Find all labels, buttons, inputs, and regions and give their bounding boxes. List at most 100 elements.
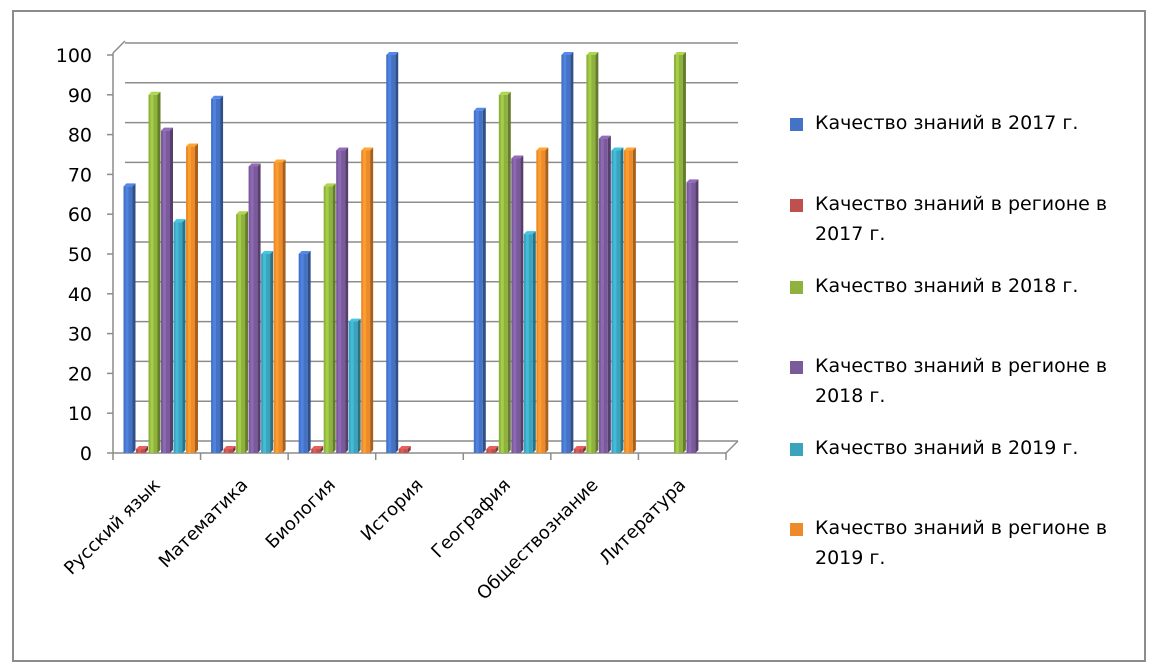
legend-item: Качество знаний в регионе в 2019 г. [790,513,1145,573]
bar-highlight [600,138,604,453]
bar [398,446,411,453]
bar-top [248,163,261,167]
bar-top [223,446,236,450]
bar-side [532,231,536,453]
bar-side [320,446,324,453]
bar-highlight [613,150,617,453]
legend-item: Качество знаний в 2019 г. [790,433,1145,463]
bar-top [261,251,274,254]
bar-side [257,163,261,453]
bar-highlight [400,449,404,453]
bar [173,219,186,453]
legend-label: Качество знаний в 2017 г. [815,112,1079,134]
bar-top [336,147,349,151]
bar-top [498,91,511,95]
x-axis-depth [725,440,739,454]
bar [136,446,149,453]
legend-label: Качество знаний в регионе в 2017 г. [815,193,1108,245]
x-category-label: Биология [262,475,340,553]
bar-top [273,159,286,163]
bar-side [307,251,311,453]
bar [223,446,236,453]
legend-swatch [790,118,803,131]
y-tick-label: 70 [68,164,92,186]
bar-top [536,147,549,151]
bar [673,52,686,453]
bar [261,251,274,453]
bar-side [395,52,399,453]
y-axis-ticks: 0 10 20 30 40 50 60 70 80 90 100 [56,45,92,465]
bar-highlight [300,254,304,453]
bar [273,159,286,453]
y-tick-label: 90 [68,85,92,107]
bar-side [145,446,149,453]
bar [323,183,336,453]
y-tick-label: 50 [68,244,92,266]
bar-side [507,91,511,454]
bar-side [370,147,374,453]
bar-highlight [500,94,504,454]
bar-highlight [338,150,342,453]
bar-side [682,52,686,453]
y-tick-label: 40 [68,284,92,306]
y-tick-label: 80 [68,125,92,147]
y-axis-top [112,40,126,54]
bar-top [236,211,249,215]
bar [561,52,574,453]
bar [486,446,499,453]
bar-top [598,135,611,139]
bar-highlight [575,449,579,453]
bar-top [586,52,599,55]
bar-side [245,211,249,453]
legend-label: Качество знаний в 2019 г. [815,437,1079,459]
bar-highlight [525,234,529,453]
bar-side [570,52,574,453]
bars [123,52,699,454]
legend-label: Качество знаний в регионе в 2019 г. [815,517,1108,569]
bar-side [282,159,286,453]
bar-top [686,179,699,183]
bar-highlight [363,150,367,453]
bar-highlight [213,98,217,453]
bar-highlight [275,162,279,453]
bar-highlight [150,94,154,454]
y-tick-label: 30 [68,324,92,346]
bar-highlight [313,449,317,453]
bar-top [148,91,161,95]
bar-top [386,52,399,55]
bar-highlight [325,186,329,453]
bar [686,179,699,454]
bar [148,91,161,454]
bar-side [520,155,524,454]
bar-top [361,147,374,151]
bar-side [195,143,199,454]
bar-top [298,251,311,254]
bar-top [623,147,636,151]
bar [311,446,324,453]
bar-side [620,147,624,453]
bar-highlight [225,449,229,453]
bar [186,143,199,454]
bar-side [232,446,236,453]
bar-highlight [138,449,142,453]
bar-side [632,147,636,453]
legend-swatch [790,523,803,536]
bar-side [182,219,186,453]
bar-top [486,446,499,450]
bar [473,107,486,453]
bar-side [595,52,599,453]
bar [211,95,224,453]
bar-highlight [625,150,629,453]
legend-swatch [790,199,803,212]
bar [511,155,524,454]
bar-side [695,179,699,454]
legend-swatch [790,443,803,456]
bar [598,135,611,453]
y-tick-label: 0 [80,443,92,465]
x-category-label: Русский язык [60,475,165,580]
bar [573,446,586,453]
bar [348,318,361,453]
bar-side [582,446,586,453]
bar-side [332,183,336,453]
